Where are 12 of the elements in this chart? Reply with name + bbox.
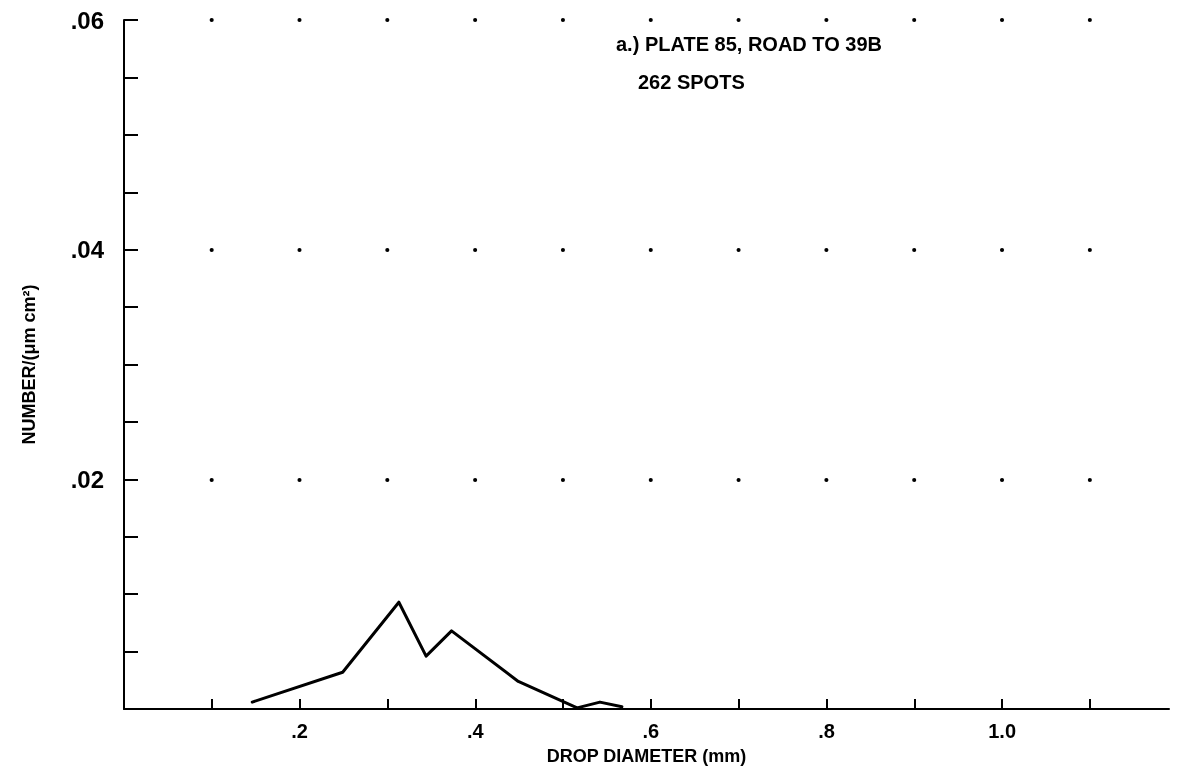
x-tick-label: .8 (818, 720, 835, 742)
x-tick-label: .6 (642, 720, 660, 742)
y-tick-label: .02 (70, 465, 104, 493)
x-tick-label: .2 (291, 720, 308, 742)
x-axis-title: DROP DIAMETER (mm) (546, 746, 747, 766)
y-tick-label: .06 (70, 6, 104, 34)
annotation: a.) PLATE 85, ROAD TO 39B (616, 33, 882, 55)
annotation: 262 SPOTS (638, 71, 745, 93)
x-tick-label: 1.0 (988, 720, 1017, 742)
y-axis-title: NUMBER/(μm cm²) (19, 284, 39, 445)
y-tick-label: .04 (70, 236, 105, 264)
x-tick-label: .4 (466, 720, 485, 742)
